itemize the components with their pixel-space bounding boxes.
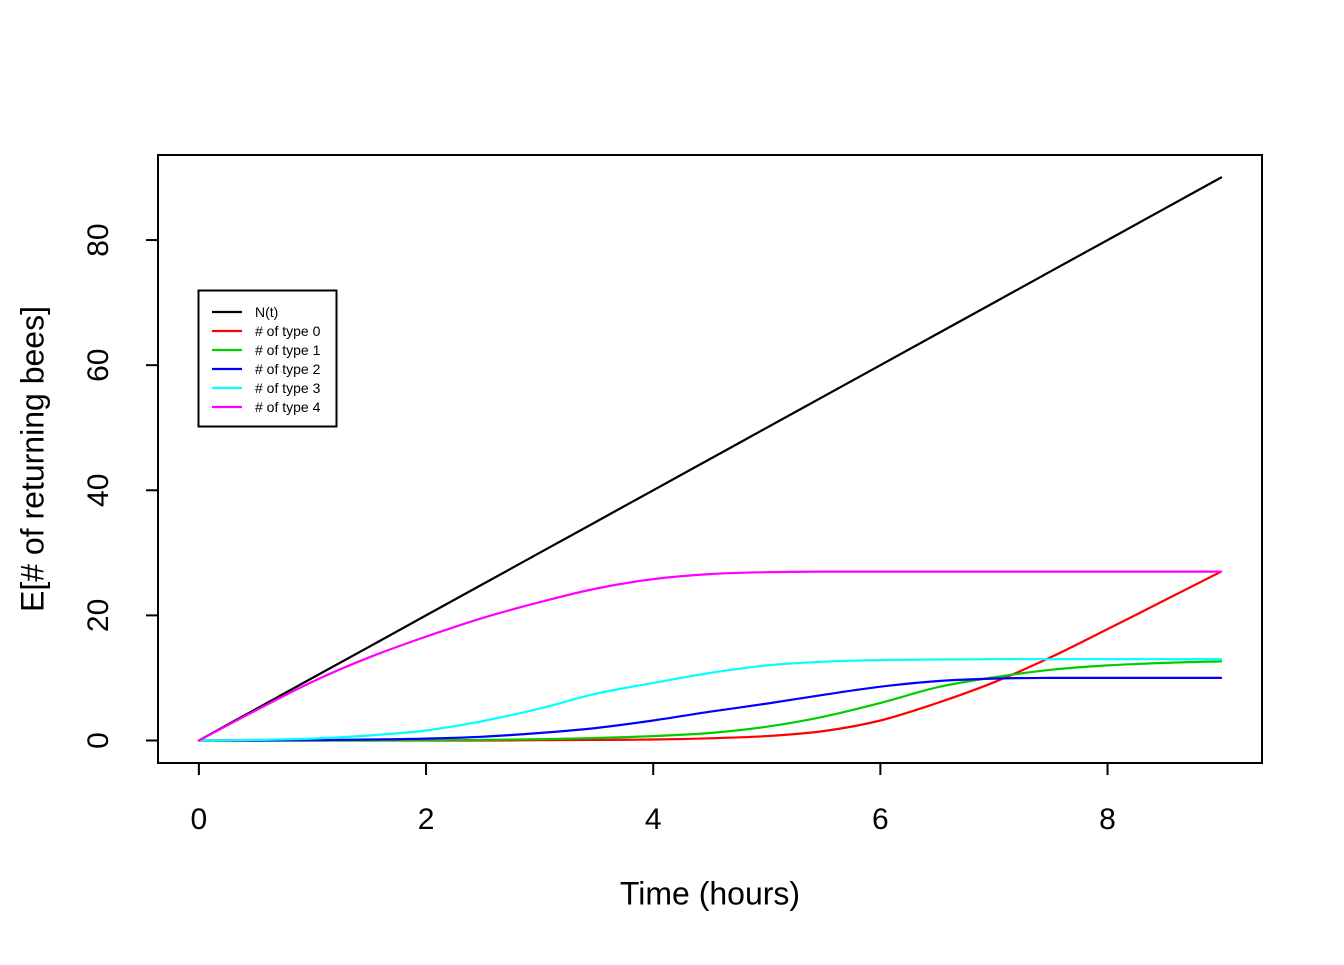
x-tick-label: 8	[1099, 803, 1116, 836]
x-tick-label: 2	[418, 803, 435, 836]
series-line-of-type-4	[197, 570, 1223, 742]
x-tick-label: 6	[872, 803, 889, 836]
legend-entry-label: # of type 0	[255, 323, 321, 339]
series-line-of-type-3	[197, 658, 1223, 742]
y-tick-label: 60	[82, 349, 115, 382]
plot-border	[157, 154, 1263, 764]
series-line-n-t	[197, 176, 1223, 742]
legend-entry-label: # of type 2	[255, 361, 321, 377]
series-line-of-type-2	[197, 676, 1223, 742]
x-tick-label: 0	[191, 803, 208, 836]
y-tick-label: 40	[82, 474, 115, 507]
legend-entry-label: # of type 3	[255, 380, 321, 396]
legend-entry-label: N(t)	[255, 304, 278, 320]
y-tick-label: 20	[82, 599, 115, 632]
x-tick-label: 4	[645, 803, 662, 836]
legend-entry-label: # of type 1	[255, 342, 321, 358]
y-tick-label: 80	[82, 223, 115, 256]
y-tick-label: 0	[82, 732, 115, 749]
legend-box	[197, 289, 338, 428]
x-axis-title: Time (hours)	[619, 875, 801, 912]
y-axis-title: E[# of returning bees]	[14, 306, 51, 612]
legend-entry-label: # of type 4	[255, 399, 321, 415]
